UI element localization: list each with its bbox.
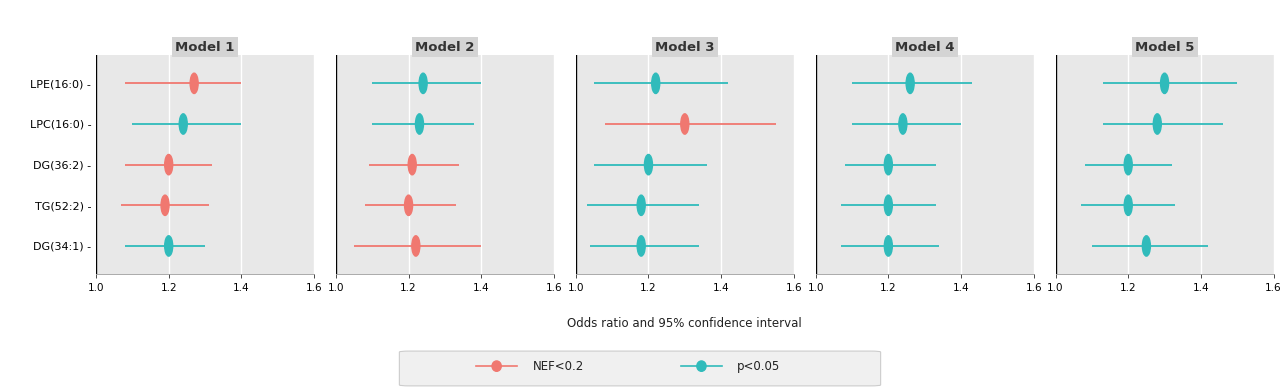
Ellipse shape [1124, 154, 1133, 175]
Ellipse shape [165, 154, 173, 175]
Ellipse shape [644, 154, 653, 175]
Ellipse shape [416, 114, 424, 134]
Ellipse shape [652, 73, 659, 94]
Ellipse shape [637, 236, 645, 256]
Ellipse shape [165, 236, 173, 256]
Ellipse shape [681, 114, 689, 134]
Ellipse shape [696, 361, 707, 371]
Ellipse shape [1153, 114, 1161, 134]
Title: Model 3: Model 3 [655, 41, 714, 54]
FancyBboxPatch shape [399, 351, 881, 386]
Ellipse shape [408, 154, 416, 175]
Ellipse shape [161, 195, 169, 216]
Ellipse shape [884, 154, 892, 175]
Ellipse shape [899, 114, 906, 134]
Ellipse shape [179, 114, 187, 134]
Ellipse shape [906, 73, 914, 94]
Title: Model 1: Model 1 [175, 41, 234, 54]
Ellipse shape [1124, 195, 1133, 216]
Ellipse shape [412, 236, 420, 256]
Ellipse shape [492, 361, 502, 371]
Ellipse shape [1161, 73, 1169, 94]
Text: p<0.05: p<0.05 [737, 359, 781, 373]
Title: Model 2: Model 2 [415, 41, 475, 54]
Ellipse shape [191, 73, 198, 94]
Text: NEF<0.2: NEF<0.2 [532, 359, 584, 373]
Title: Model 4: Model 4 [895, 41, 955, 54]
Ellipse shape [404, 195, 412, 216]
Ellipse shape [1142, 236, 1151, 256]
Ellipse shape [884, 195, 892, 216]
Ellipse shape [884, 236, 892, 256]
Title: Model 5: Model 5 [1135, 41, 1194, 54]
Ellipse shape [637, 195, 645, 216]
Ellipse shape [419, 73, 428, 94]
Text: Odds ratio and 95% confidence interval: Odds ratio and 95% confidence interval [567, 317, 803, 330]
